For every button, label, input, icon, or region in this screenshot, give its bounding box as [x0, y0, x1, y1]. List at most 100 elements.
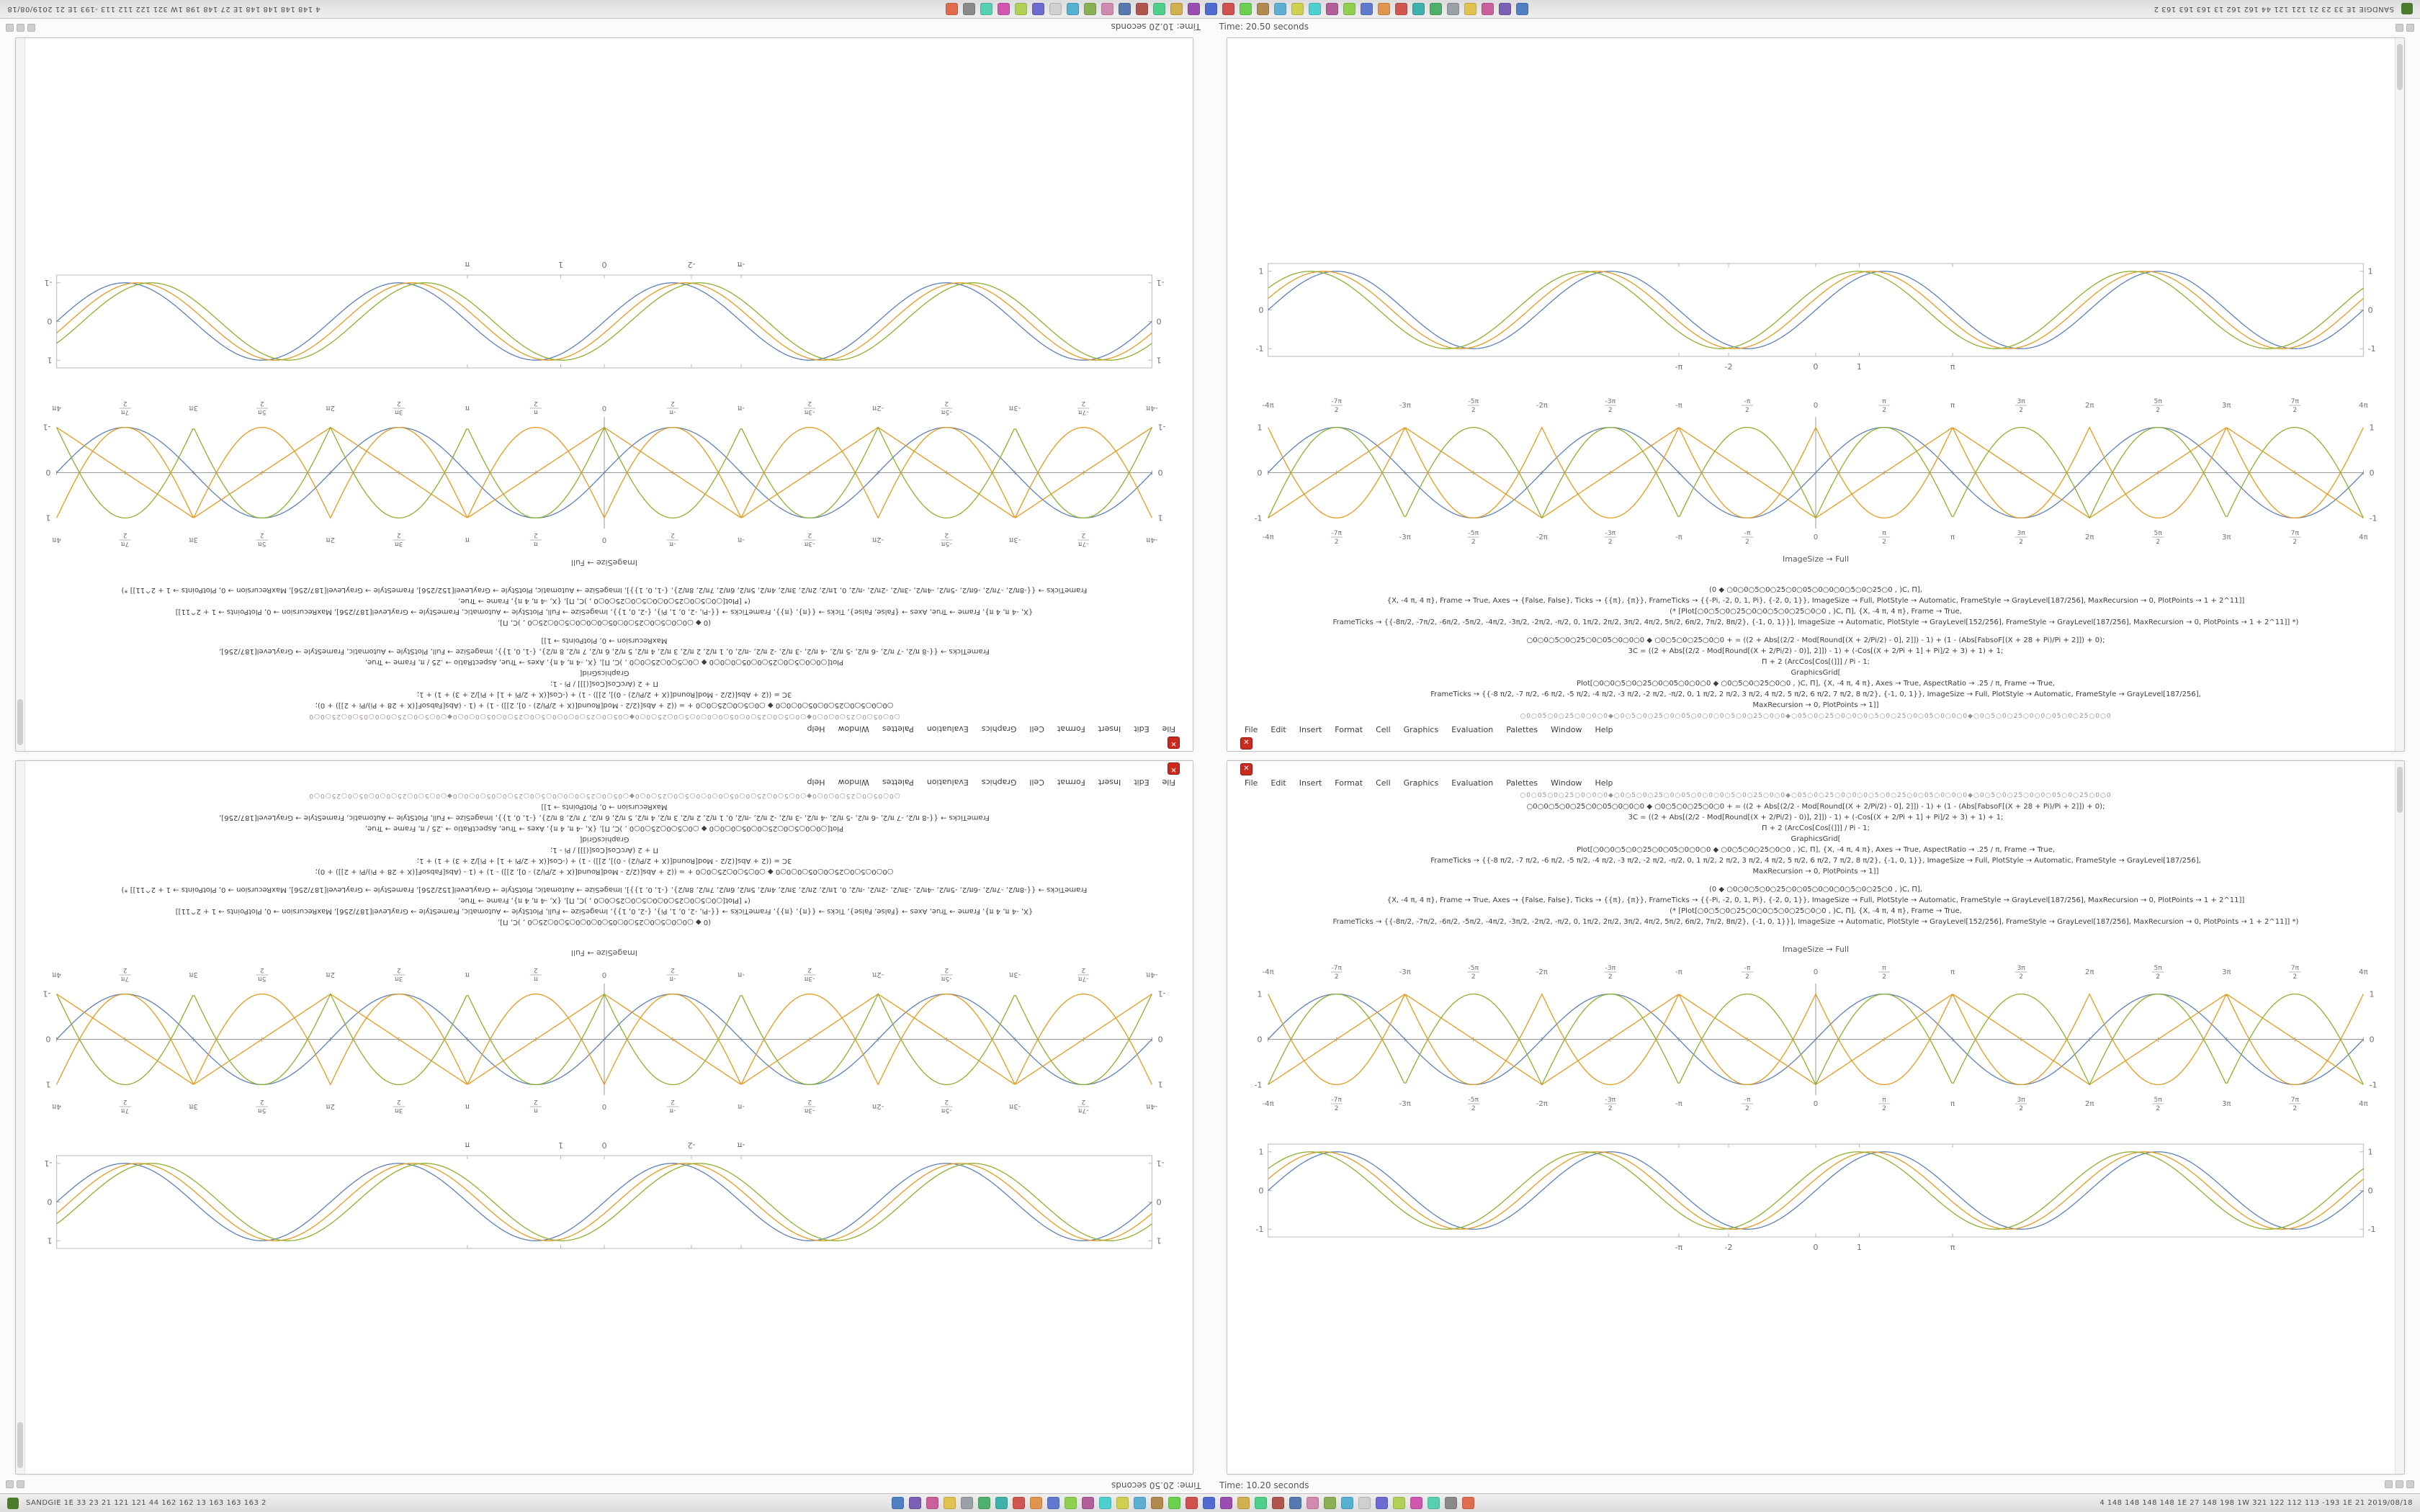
taskbar-app-icon[interactable]	[1101, 3, 1113, 15]
taskbar-app-icon[interactable]	[1325, 3, 1338, 15]
taskbar-app-icon[interactable]	[1049, 3, 1062, 15]
taskbar-app-icon[interactable]	[978, 1497, 991, 1509]
taskbar-app-icon[interactable]	[1341, 1497, 1354, 1509]
corner-widget-icon[interactable]	[6, 1480, 14, 1488]
scrollbar[interactable]	[2395, 761, 2404, 1474]
launcher-icon[interactable]	[7, 1497, 19, 1509]
taskbar-app-icon[interactable]	[945, 3, 958, 15]
taskbar-app-icon[interactable]	[909, 1497, 922, 1509]
taskbar-app-icon[interactable]	[1152, 3, 1165, 15]
taskbar-app-icon[interactable]	[1237, 1497, 1250, 1509]
taskbar-app-icon[interactable]	[1186, 1497, 1198, 1509]
scrollbar-thumb[interactable]	[17, 699, 23, 745]
taskbar-app-icon[interactable]	[1255, 1497, 1268, 1509]
menu-item-edit[interactable]: Edit	[1270, 724, 1286, 734]
taskbar-app-icon[interactable]	[1377, 3, 1390, 15]
code-cell-1[interactable]: ○0○0○5○0○25○0○05○0○0○0 ◆ ○0○5○0○25○0○0 +…	[29, 801, 1180, 877]
scrollbar-thumb[interactable]	[2397, 44, 2403, 90]
taskbar-app-icon[interactable]	[1360, 3, 1373, 15]
menu-item-palettes[interactable]: Palettes	[1506, 778, 1538, 788]
corner-widget-icon[interactable]	[17, 1480, 24, 1488]
code-cell-1[interactable]: ○0○0○5○0○25○0○05○0○0○0 ◆ ○0○5○0○25○0○0 +…	[29, 635, 1180, 711]
corner-widget-icon[interactable]	[17, 24, 24, 32]
taskbar-app-icon[interactable]	[1065, 1497, 1077, 1509]
taskbar-app-icon[interactable]	[1273, 3, 1286, 15]
menu-item-palettes[interactable]: Palettes	[882, 778, 914, 788]
menu-item-edit[interactable]: Edit	[1134, 724, 1150, 734]
code-cell-2[interactable]: (0 ◆ ○0○0○5○0○25○0○05○0○0○0○5○0○25○0 , )…	[29, 585, 1180, 628]
menu-item-cell[interactable]: Cell	[1376, 724, 1391, 734]
scrollbar-thumb[interactable]	[2397, 767, 2403, 813]
close-icon[interactable]: ✕	[1240, 737, 1252, 750]
taskbar-app-icon[interactable]	[1307, 1497, 1319, 1509]
scrollbar[interactable]	[16, 761, 25, 1474]
menu-item-graphics[interactable]: Graphics	[981, 724, 1017, 734]
taskbar-app-icon[interactable]	[1394, 3, 1407, 15]
menu-item-insert[interactable]: Insert	[1098, 724, 1121, 734]
menu-item-edit[interactable]: Edit	[1270, 778, 1286, 788]
menu-item-help[interactable]: Help	[1595, 778, 1613, 788]
code-cell-1[interactable]: ○0○0○5○0○25○0○05○0○0○0 ◆ ○0○5○0○25○0○0 +…	[1240, 801, 2391, 877]
taskbar-app-icon[interactable]	[1410, 1497, 1423, 1509]
taskbar-app-icon[interactable]	[995, 1497, 1008, 1509]
taskbar-app-icon[interactable]	[1291, 3, 1304, 15]
taskbar-app-icon[interactable]	[997, 3, 1010, 15]
taskbar-app-icon[interactable]	[1324, 1497, 1337, 1509]
taskbar-app-icon[interactable]	[1222, 3, 1234, 15]
menu-item-format[interactable]: Format	[1057, 778, 1085, 788]
menu-item-help[interactable]: Help	[807, 724, 825, 734]
taskbar-app-icon[interactable]	[1462, 1497, 1475, 1509]
scrollbar[interactable]	[16, 38, 25, 751]
menu-item-evaluation[interactable]: Evaluation	[1451, 724, 1494, 734]
launcher-icon[interactable]	[2401, 3, 2413, 15]
menu-item-evaluation[interactable]: Evaluation	[926, 724, 969, 734]
close-icon[interactable]: ✕	[1168, 737, 1180, 750]
taskbar-app-icon[interactable]	[1135, 3, 1148, 15]
taskbar-app-icon[interactable]	[1066, 3, 1079, 15]
taskbar-app-icon[interactable]	[1014, 3, 1027, 15]
scrollbar[interactable]	[2395, 38, 2404, 751]
taskbar-app-icon[interactable]	[1083, 3, 1096, 15]
taskbar-app-icon[interactable]	[1289, 1497, 1302, 1509]
taskbar-app-icon[interactable]	[961, 1497, 974, 1509]
taskbar-app-icon[interactable]	[1030, 1497, 1043, 1509]
close-icon[interactable]: ✕	[1168, 762, 1180, 775]
taskbar-app-icon[interactable]	[1428, 1497, 1440, 1509]
code-cell-2[interactable]: (0 ◆ ○0○0○5○0○25○0○05○0○0○0○5○0○25○0 , )…	[1240, 585, 2391, 628]
code-cell-1[interactable]: ○0○0○5○0○25○0○05○0○0○0 ◆ ○0○5○0○25○0○0 +…	[1240, 635, 2391, 711]
menu-item-graphics[interactable]: Graphics	[1403, 724, 1439, 734]
close-icon[interactable]: ✕	[1240, 762, 1252, 775]
menu-item-window[interactable]: Window	[838, 778, 869, 788]
corner-widget-icon[interactable]	[6, 24, 14, 32]
menu-item-window[interactable]: Window	[1551, 724, 1582, 734]
taskbar-app-icon[interactable]	[980, 3, 992, 15]
taskbar-app-icon[interactable]	[1343, 3, 1355, 15]
taskbar-app-icon[interactable]	[892, 1497, 905, 1509]
taskbar-app-icon[interactable]	[1118, 3, 1131, 15]
menu-item-edit[interactable]: Edit	[1134, 778, 1150, 788]
taskbar-app-icon[interactable]	[1481, 3, 1494, 15]
corner-widget-icon[interactable]	[27, 24, 35, 32]
taskbar-app-icon[interactable]	[1170, 3, 1183, 15]
code-cell-2[interactable]: (0 ◆ ○0○0○5○0○25○0○05○0○0○0○5○0○25○0 , )…	[1240, 884, 2391, 927]
taskbar-app-icon[interactable]	[1013, 1497, 1026, 1509]
taskbar-app-icon[interactable]	[944, 1497, 956, 1509]
code-cell-2[interactable]: (0 ◆ ○0○0○5○0○25○0○05○0○0○0○5○0○25○0 , )…	[29, 884, 1180, 927]
menu-item-help[interactable]: Help	[807, 778, 825, 788]
taskbar-app-icon[interactable]	[1515, 3, 1528, 15]
menu-item-file[interactable]: File	[1245, 778, 1258, 788]
taskbar-app-icon[interactable]	[1082, 1497, 1095, 1509]
taskbar-app-icon[interactable]	[1220, 1497, 1233, 1509]
menu-item-evaluation[interactable]: Evaluation	[926, 778, 969, 788]
scrollbar-thumb[interactable]	[17, 1422, 23, 1468]
menu-item-insert[interactable]: Insert	[1299, 778, 1322, 788]
menu-item-format[interactable]: Format	[1335, 778, 1363, 788]
menu-item-palettes[interactable]: Palettes	[1506, 724, 1538, 734]
menu-item-insert[interactable]: Insert	[1098, 778, 1121, 788]
taskbar-app-icon[interactable]	[926, 1497, 939, 1509]
taskbar-app-icon[interactable]	[1358, 1497, 1371, 1509]
taskbar-app-icon[interactable]	[1239, 3, 1252, 15]
menu-item-graphics[interactable]: Graphics	[1403, 778, 1439, 788]
taskbar-app-icon[interactable]	[1256, 3, 1269, 15]
taskbar-app-icon[interactable]	[1393, 1497, 1406, 1509]
